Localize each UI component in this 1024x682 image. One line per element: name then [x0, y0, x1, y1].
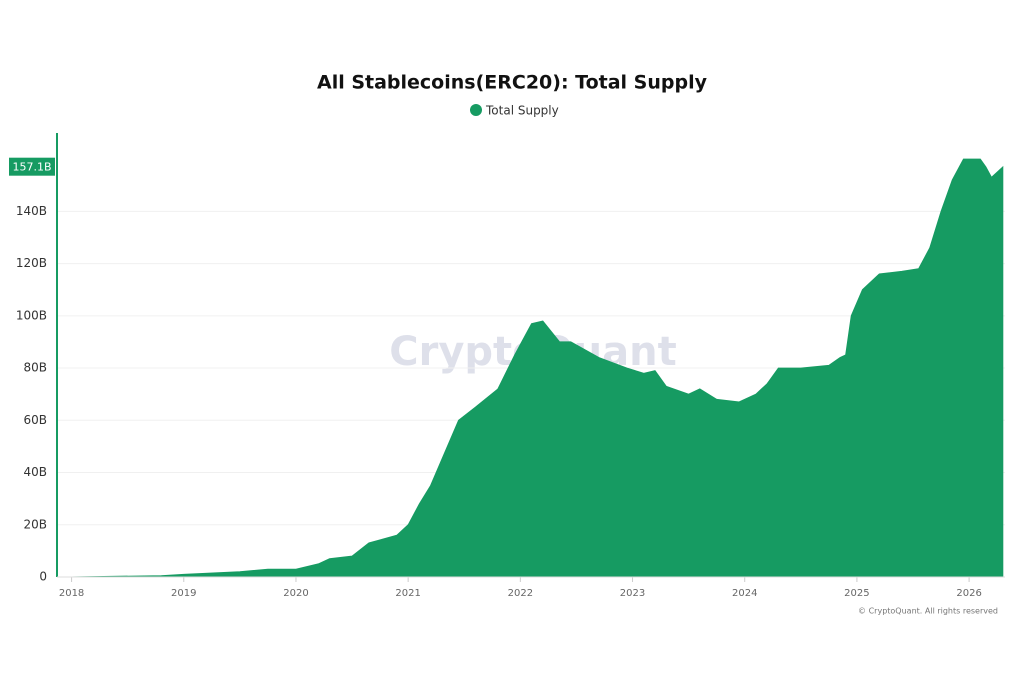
x-tick-label: 2024	[732, 588, 757, 599]
current-value-badge	[9, 157, 55, 176]
current-value-label: 157.1B	[12, 161, 51, 174]
legend-marker	[470, 104, 482, 116]
y-tick-label: 80B	[23, 361, 47, 375]
y-tick-label: 140B	[16, 204, 47, 218]
x-tick-label: 2019	[171, 588, 196, 599]
x-tick-label: 2025	[844, 588, 869, 599]
chart-title: All Stablecoins(ERC20): Total Supply	[317, 72, 708, 94]
x-tick-label: 2023	[620, 588, 645, 599]
area	[71, 158, 1004, 578]
credit: © CryptoQuant. All rights reserved	[858, 607, 998, 616]
x-tick-label: 2020	[283, 588, 308, 599]
y-tick-label: 100B	[16, 308, 47, 322]
x-tick-label: 2021	[395, 588, 420, 599]
y-tick-label: 120B	[16, 256, 47, 270]
x-tick-label: 2022	[508, 588, 533, 599]
legend-label: Total Supply	[485, 104, 559, 118]
y-tick-label: 40B	[23, 465, 47, 479]
y-tick-label: 60B	[23, 413, 47, 427]
x-tick-label: 2026	[956, 588, 981, 599]
y-tick-label: 0	[39, 570, 47, 584]
x-tick-label: 2018	[59, 588, 84, 599]
y-tick-label: 20B	[23, 517, 47, 531]
